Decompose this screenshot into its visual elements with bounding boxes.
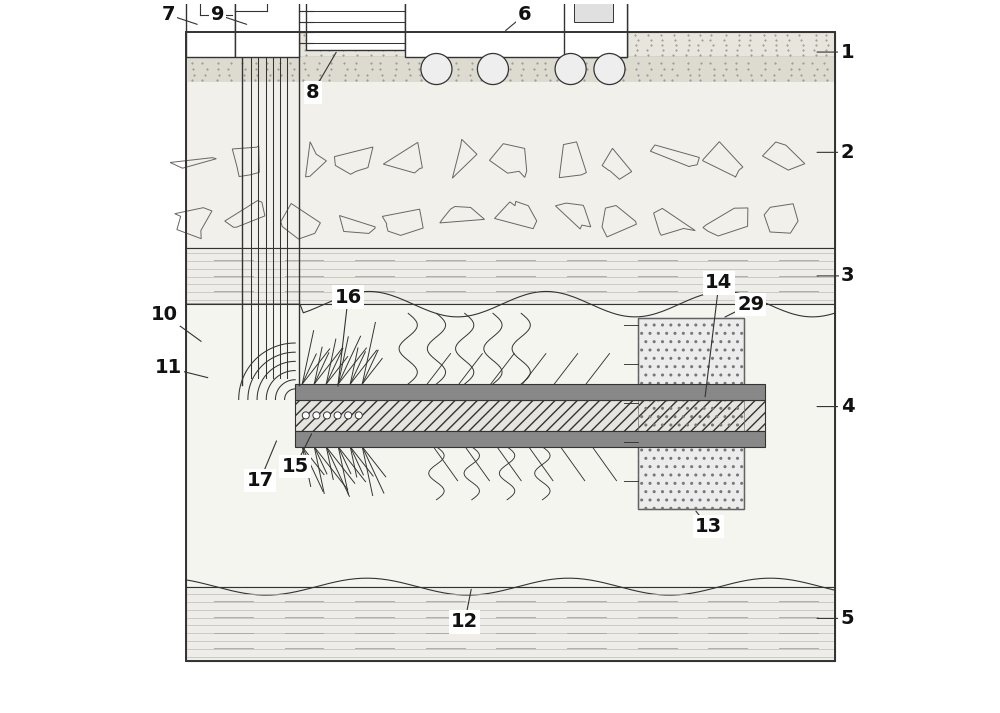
Text: 10: 10: [151, 305, 178, 324]
Circle shape: [323, 412, 331, 419]
Text: 4: 4: [841, 397, 854, 416]
Circle shape: [334, 412, 341, 419]
Bar: [186, 247, 835, 304]
Text: 14: 14: [705, 274, 733, 292]
Circle shape: [594, 53, 625, 85]
Circle shape: [555, 53, 586, 85]
Bar: [638, 318, 744, 509]
Text: 29: 29: [737, 294, 764, 314]
Bar: [186, 32, 835, 57]
Bar: [564, 0, 627, 57]
Bar: [574, 2, 613, 21]
Bar: [186, 0, 235, 57]
Bar: [186, 587, 835, 661]
Circle shape: [355, 412, 362, 419]
Text: 15: 15: [282, 457, 309, 476]
Circle shape: [302, 412, 309, 419]
Text: 3: 3: [841, 267, 854, 285]
Text: 8: 8: [306, 83, 320, 102]
Text: 5: 5: [841, 609, 854, 628]
Text: 12: 12: [451, 612, 478, 632]
Text: 2: 2: [841, 143, 854, 162]
Bar: [405, 0, 627, 57]
Circle shape: [421, 53, 452, 85]
Circle shape: [477, 53, 508, 85]
Bar: [235, 0, 299, 57]
Bar: [638, 318, 744, 509]
Text: 13: 13: [695, 517, 722, 536]
Text: 7: 7: [161, 5, 175, 24]
Circle shape: [345, 412, 352, 419]
Circle shape: [313, 412, 320, 419]
Bar: [186, 57, 835, 82]
Text: 11: 11: [154, 358, 182, 377]
Bar: [186, 304, 835, 587]
Bar: [186, 57, 835, 247]
Bar: [306, 0, 405, 50]
Bar: [295, 431, 765, 447]
Bar: [295, 399, 765, 431]
Text: 17: 17: [246, 471, 273, 491]
Text: 9: 9: [211, 5, 224, 24]
Text: 16: 16: [335, 287, 362, 307]
Text: 6: 6: [518, 5, 532, 24]
Bar: [295, 384, 765, 399]
Bar: [186, 32, 835, 661]
Text: 1: 1: [841, 43, 854, 61]
